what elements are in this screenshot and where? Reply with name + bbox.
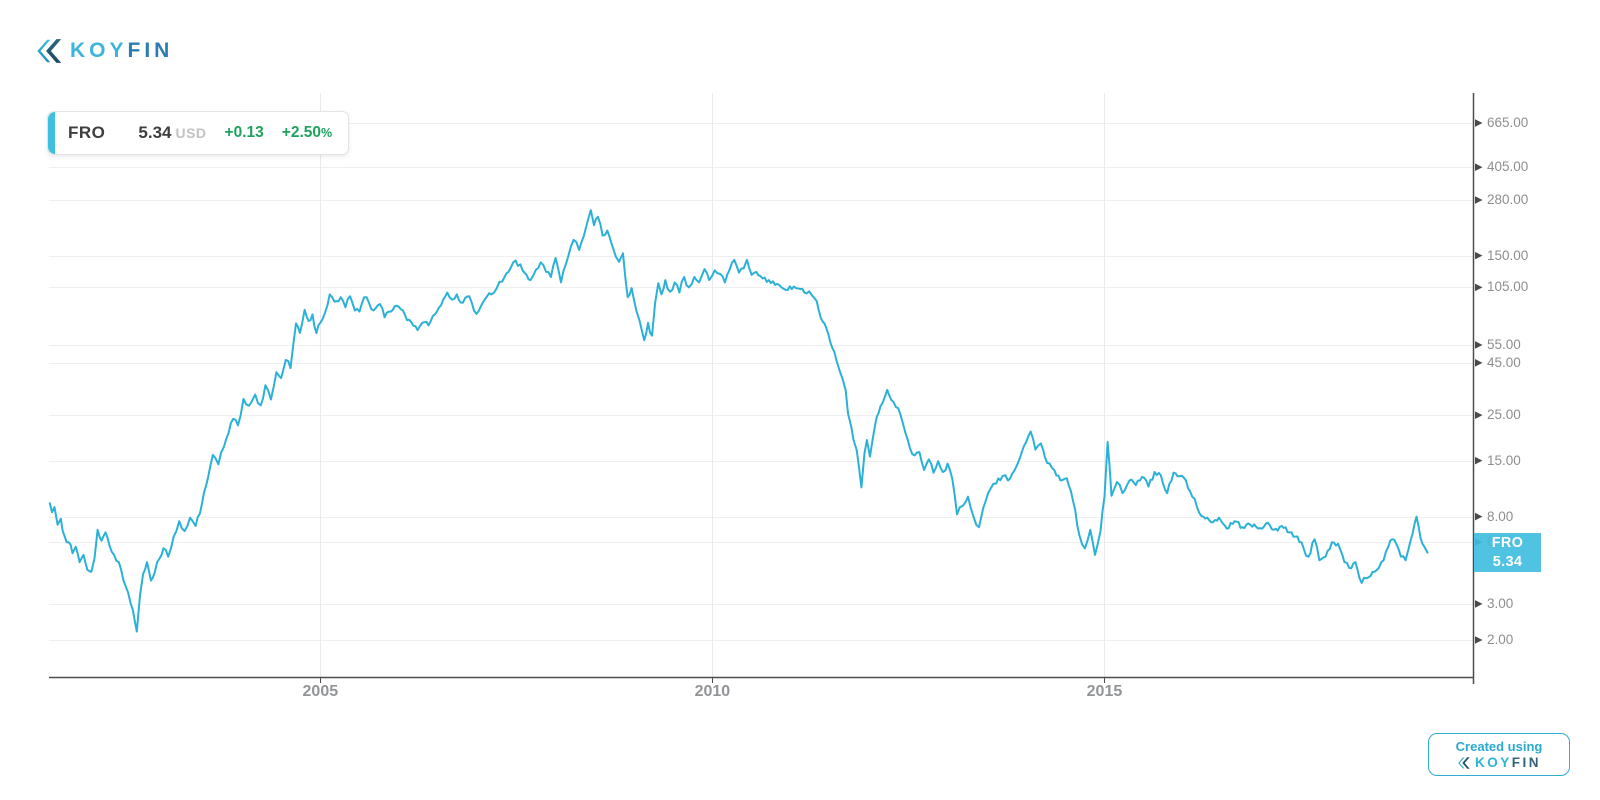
x-axis-label: 2010 <box>694 683 731 700</box>
y-tick-arrow <box>1475 359 1483 367</box>
ticker-legend[interactable]: FRO 5.34 USD +0.13 +2.50% <box>47 111 350 155</box>
y-axis-label: 45.00 <box>1487 354 1521 370</box>
price-tag-symbol: FRO <box>1491 534 1524 551</box>
y-tick-arrow <box>1475 636 1483 644</box>
badge-logo: KOYFIN <box>1457 755 1541 770</box>
x-axis-label: 2005 <box>302 683 339 700</box>
legend-accent-stripe <box>48 112 55 154</box>
y-axis-label: 8.00 <box>1487 508 1514 524</box>
ticker-change-percent: +2.50% <box>281 124 333 141</box>
y-axis-label: 15.00 <box>1487 452 1521 468</box>
y-axis-label: 405.00 <box>1487 159 1529 175</box>
ticker-symbol: FRO <box>68 123 106 142</box>
y-axis-label: 665.00 <box>1487 115 1529 131</box>
price-tag-value: 5.34 <box>1492 553 1523 570</box>
koyfin-logo-icon <box>35 38 62 64</box>
y-axis-label: 150.00 <box>1487 247 1529 263</box>
ticker-price: 5.34 <box>138 123 172 142</box>
ticker-change: +0.13 <box>224 124 264 141</box>
ticker-currency: USD <box>175 125 207 141</box>
y-axis-label: 280.00 <box>1487 192 1529 208</box>
y-axis-label: 25.00 <box>1487 407 1521 423</box>
x-axis-label: 2015 <box>1086 683 1123 700</box>
koyfin-badge[interactable]: Created using KOYFIN <box>1428 733 1570 776</box>
koyfin-badge-icon <box>1457 756 1470 769</box>
price-axis-tag: FRO 5.34 <box>1474 533 1541 573</box>
y-tick-arrow <box>1475 196 1483 204</box>
y-axis-label: 2.00 <box>1487 632 1514 647</box>
y-axis-label: 105.00 <box>1487 279 1529 295</box>
y-axis-label: 3.00 <box>1487 595 1514 611</box>
logo-wordmark: KOYFIN <box>70 39 174 62</box>
y-tick-arrow <box>1475 512 1483 521</box>
y-tick-arrow <box>1475 119 1483 127</box>
y-tick-arrow <box>1475 341 1483 349</box>
y-tick-arrow <box>1475 283 1483 292</box>
y-tick-arrow <box>1475 411 1483 419</box>
y-tick-arrow <box>1475 600 1483 608</box>
koyfin-logo: KOYFIN <box>35 37 173 65</box>
y-axis-label: 55.00 <box>1487 336 1521 352</box>
badge-text: Created using <box>1455 739 1543 754</box>
badge-wordmark: KOYFIN <box>1474 755 1541 770</box>
y-tick-arrow <box>1475 163 1483 172</box>
y-tick-arrow <box>1475 456 1483 465</box>
y-tick-arrow <box>1475 251 1483 260</box>
price-line-series <box>48 209 1429 633</box>
